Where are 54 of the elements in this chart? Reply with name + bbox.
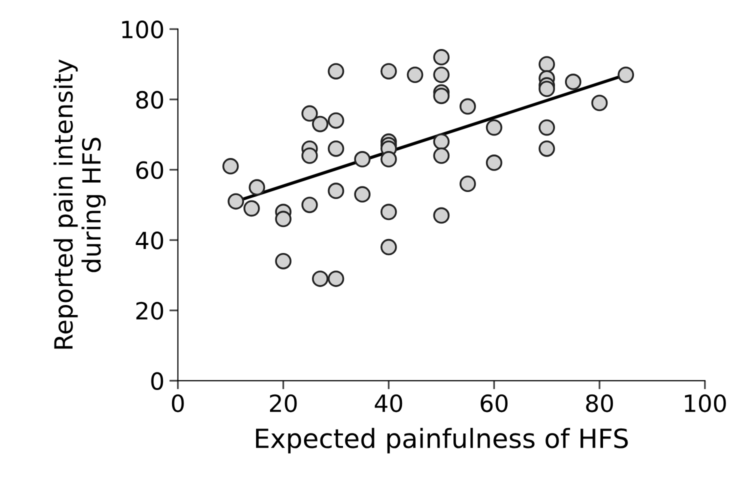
y-tick-label: 60 xyxy=(136,161,164,180)
point xyxy=(380,204,397,220)
point xyxy=(460,98,476,115)
point xyxy=(275,252,292,270)
point xyxy=(538,140,555,157)
point xyxy=(328,270,344,287)
point xyxy=(433,88,450,104)
point xyxy=(564,74,582,90)
point xyxy=(406,66,424,83)
point xyxy=(248,179,266,196)
point xyxy=(380,238,397,256)
point xyxy=(228,193,244,210)
point xyxy=(460,176,476,192)
point xyxy=(354,151,371,168)
point xyxy=(301,196,318,214)
x-tick-label: 40 xyxy=(374,394,402,412)
point xyxy=(618,66,634,83)
point xyxy=(433,49,450,66)
point xyxy=(380,63,397,80)
x-tick-label: 0 xyxy=(172,394,184,412)
y-tick-label: 100 xyxy=(122,20,164,38)
point xyxy=(433,133,450,150)
x-tick-label: 20 xyxy=(270,394,297,412)
point xyxy=(538,119,555,136)
point xyxy=(486,154,502,171)
point xyxy=(328,182,344,200)
point xyxy=(486,119,502,136)
point xyxy=(591,94,608,112)
point xyxy=(328,140,344,157)
y-tick-label: 80 xyxy=(136,90,164,109)
point xyxy=(328,63,344,80)
x-tick-label: 100 xyxy=(684,394,726,412)
point xyxy=(380,151,397,168)
point xyxy=(312,116,328,132)
y-axis-title: Reported pain intensity during HFS xyxy=(54,59,106,349)
x-axis-title: Expected painfulness of HFS xyxy=(256,428,628,454)
x-tick-label: 60 xyxy=(480,394,508,412)
point xyxy=(538,80,555,98)
point xyxy=(312,270,328,287)
point xyxy=(433,66,450,83)
point xyxy=(275,210,292,228)
point xyxy=(538,56,555,72)
point xyxy=(328,112,344,129)
point xyxy=(354,186,371,203)
point xyxy=(301,105,318,122)
x-tick-label: 80 xyxy=(586,394,613,412)
point xyxy=(301,147,318,164)
y-tick-label: 40 xyxy=(136,232,164,250)
point xyxy=(433,147,450,164)
y-tick-label: 20 xyxy=(136,302,164,320)
y-tick-label: 0 xyxy=(151,372,164,390)
point xyxy=(433,207,450,224)
point xyxy=(243,200,260,217)
point xyxy=(222,158,239,174)
